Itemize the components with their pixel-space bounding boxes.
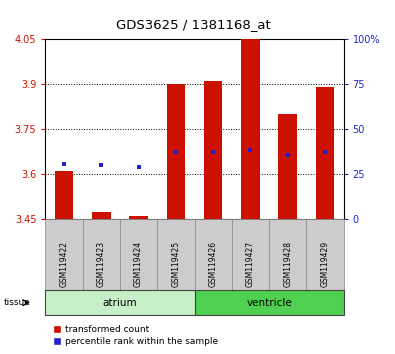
Bar (92, 212, 111, 219)
Text: GSM119428: GSM119428 (283, 241, 292, 287)
Text: ventricle: ventricle (246, 298, 292, 308)
Bar (241, 39, 260, 219)
Bar (278, 114, 297, 219)
Legend: transformed count, percentile rank within the sample: transformed count, percentile rank withi… (50, 321, 222, 349)
Bar (55, 171, 73, 219)
Text: GSM119425: GSM119425 (171, 241, 181, 287)
Bar (167, 84, 185, 219)
Bar (204, 81, 222, 219)
Bar (316, 87, 334, 219)
Text: GSM119429: GSM119429 (320, 241, 329, 287)
Text: tissue: tissue (4, 298, 31, 307)
Text: GSM119422: GSM119422 (60, 241, 69, 287)
Text: GSM119423: GSM119423 (97, 241, 106, 287)
Text: GSM119427: GSM119427 (246, 241, 255, 287)
Text: atrium: atrium (103, 298, 137, 308)
Text: GSM119424: GSM119424 (134, 241, 143, 287)
Text: GSM119426: GSM119426 (209, 241, 218, 287)
Bar (129, 217, 148, 219)
Text: GDS3625 / 1381168_at: GDS3625 / 1381168_at (116, 18, 271, 31)
